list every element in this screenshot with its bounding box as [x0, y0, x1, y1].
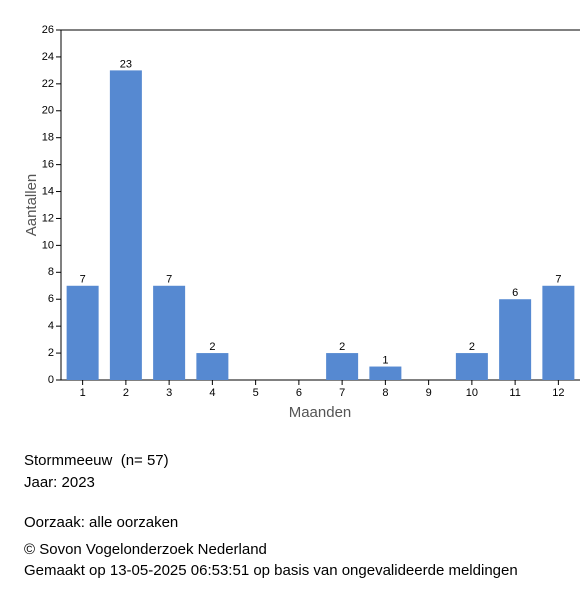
- bar: [455, 353, 488, 380]
- x-tick-label: 12: [552, 387, 564, 399]
- cause: Oorzaak: alle oorzaken: [24, 514, 179, 531]
- x-tick-label: 6: [296, 387, 302, 399]
- y-tick-label: 8: [48, 266, 54, 278]
- bar: [66, 285, 99, 380]
- x-tick-label: 8: [382, 387, 388, 399]
- value-label: 1: [382, 354, 388, 366]
- value-label: 23: [120, 58, 132, 70]
- y-axis-label: Aantallen: [23, 174, 40, 237]
- bar: [109, 70, 142, 380]
- value-label: 2: [469, 341, 475, 353]
- x-tick-label: 5: [253, 387, 259, 399]
- year: Jaar: 2023: [24, 474, 95, 491]
- bar: [542, 285, 575, 380]
- chart: Aantallen Maanden 0246810121416182022242…: [23, 24, 580, 421]
- y-tick-label: 26: [42, 24, 54, 36]
- y-tick-label: 14: [42, 185, 54, 197]
- x-tick-label: 4: [209, 387, 215, 399]
- bar: [153, 285, 186, 380]
- species: Stormmeeuw (n= 57): [24, 452, 169, 469]
- y-tick-label: 4: [48, 320, 54, 332]
- x-tick-label: 9: [426, 387, 432, 399]
- value-label: 2: [209, 341, 215, 353]
- x-tick-label: 10: [466, 387, 478, 399]
- generated: Gemaakt op 13-05-2025 06:53:51 op basis …: [24, 562, 518, 579]
- x-tick-label: 7: [339, 387, 345, 399]
- value-label: 7: [80, 274, 86, 286]
- x-tick-label: 2: [123, 387, 129, 399]
- y-tick-label: 12: [42, 212, 54, 224]
- y-tick-label: 2: [48, 347, 54, 359]
- value-label: 7: [555, 274, 561, 286]
- value-label: 6: [512, 287, 518, 299]
- y-tick-label: 18: [42, 132, 54, 144]
- value-label: 7: [166, 274, 172, 286]
- x-tick-label: 1: [80, 387, 86, 399]
- bar: [196, 353, 229, 380]
- bar: [499, 299, 532, 380]
- x-tick-label: 11: [509, 387, 520, 399]
- bar: [369, 366, 402, 380]
- y-tick-label: 22: [42, 78, 54, 90]
- value-label: 2: [339, 341, 345, 353]
- y-tick-label: 24: [42, 51, 54, 63]
- y-tick-label: 20: [42, 105, 54, 117]
- copyright: © Sovon Vogelonderzoek Nederland: [24, 541, 267, 558]
- y-tick-label: 6: [48, 293, 54, 305]
- y-tick-label: 0: [48, 374, 54, 386]
- y-tick-label: 10: [42, 239, 54, 251]
- bar: [326, 353, 359, 380]
- y-tick-label: 16: [42, 159, 54, 171]
- x-axis-label: Maanden: [289, 404, 352, 421]
- x-tick-label: 3: [166, 387, 172, 399]
